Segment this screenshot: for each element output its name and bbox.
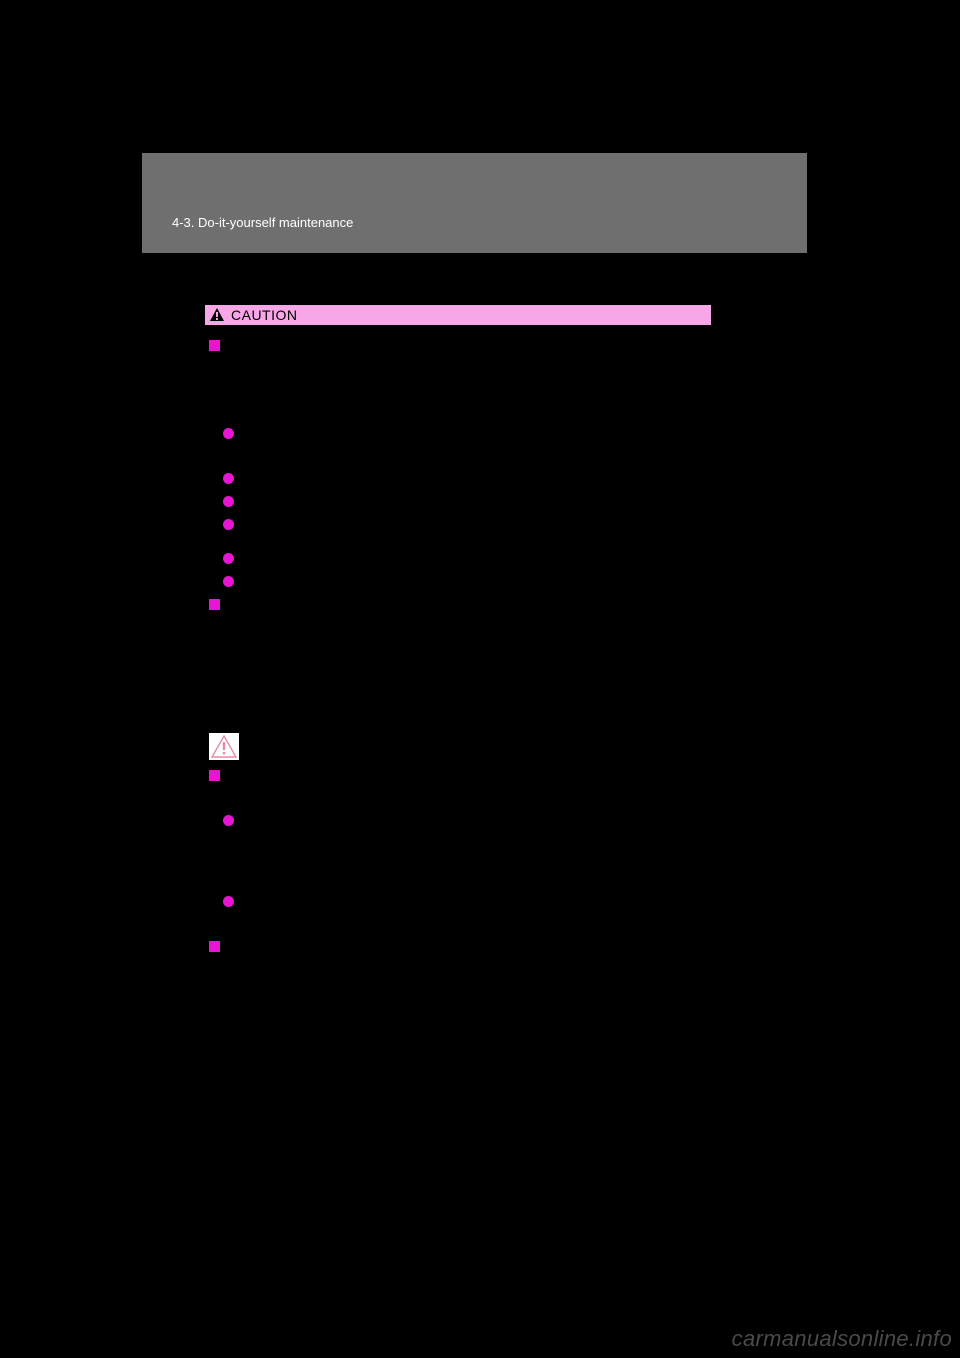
caution-warning-icon [209,307,225,323]
square-bullet [209,599,220,610]
header-bar: 4-3. Do-it-yourself maintenance [142,153,807,253]
dot-bullet [223,428,234,439]
square-bullet [209,770,220,781]
square-bullet [209,941,220,952]
caution-bar: CAUTION [204,304,712,326]
dot-bullet [223,896,234,907]
caution-label: CAUTION [231,307,298,323]
dot-bullet [223,496,234,507]
dot-bullet [223,576,234,587]
square-bullet [209,340,220,351]
watermark-text: carmanualsonline.info [732,1326,952,1352]
dot-bullet [223,519,234,530]
section-label: 4-3. Do-it-yourself maintenance [172,215,353,230]
dot-bullet [223,553,234,564]
dot-bullet [223,815,234,826]
dot-bullet [223,473,234,484]
warning-triangle-icon [209,733,239,760]
page-header-area: 4-3. Do-it-yourself maintenance [142,153,807,253]
